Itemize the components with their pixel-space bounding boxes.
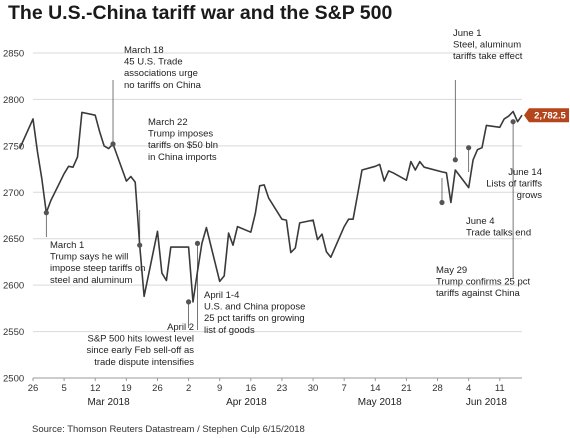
- x-tick-label: 28: [432, 383, 443, 394]
- x-tick-label: 26: [28, 383, 39, 394]
- x-tick-label: 14: [370, 383, 381, 394]
- x-tick-label: 4: [466, 383, 471, 394]
- x-tick-label: 26: [152, 383, 163, 394]
- event-marker: [439, 199, 445, 206]
- x-tick-label: 23: [277, 383, 288, 394]
- event-marker: [137, 242, 143, 248]
- x-tick-label: 30: [308, 383, 319, 394]
- x-tick-label: 2: [186, 383, 191, 394]
- x-tick-label: 19: [121, 383, 132, 394]
- annotation-line: Steel, aluminum: [453, 40, 521, 51]
- annotation-line: 45 U.S. Trade: [124, 57, 183, 68]
- annotation-line: June 14: [508, 167, 542, 178]
- last-value-badge: 2,782.5: [524, 108, 569, 123]
- annotation-line: 25 pct tariffs on growing: [204, 313, 305, 324]
- event-marker: [510, 119, 516, 125]
- x-tick-label: 21: [401, 383, 412, 394]
- annotation-line: April 2: [167, 322, 194, 333]
- annotation-line: steel and aluminum: [50, 275, 132, 286]
- annotation-line: S&P 500 hits lowest level: [88, 334, 195, 345]
- event-marker: [466, 145, 472, 151]
- annotation-line: June 4: [466, 216, 495, 227]
- y-tick-label: 2750: [3, 141, 24, 152]
- series-line: [18, 110, 523, 303]
- annotation-line: in China imports: [148, 152, 217, 163]
- annotation-line: list of goods: [204, 325, 255, 336]
- annotation-line: April 1-4: [204, 290, 239, 301]
- x-tick-label: 12: [90, 383, 101, 394]
- annotation-line: since early Feb sell-off as: [86, 345, 194, 356]
- event-marker: [194, 240, 201, 246]
- y-tick-label: 2550: [3, 327, 24, 338]
- y-axis-ticks: 2500 2550 2600 2650 2700 2750 2800 2850: [3, 49, 24, 385]
- annotation-line: Trump imposes: [148, 129, 213, 140]
- event-markers: [43, 119, 516, 305]
- y-tick-label: 2500: [3, 374, 24, 385]
- annotation-leaders: [45, 80, 514, 330]
- month-label: Apr 2018: [226, 397, 267, 408]
- last-value-label: 2,782.5: [534, 111, 566, 122]
- annotation-line: Trump confirms 25 pct: [436, 277, 531, 288]
- annotation-line: Trade talks end: [466, 228, 531, 239]
- annotation-line: grows: [517, 190, 543, 201]
- month-label: May 2018: [358, 397, 402, 408]
- y-tick-label: 2700: [3, 188, 24, 199]
- event-marker: [452, 157, 458, 163]
- y-tick-label: 2800: [3, 95, 24, 106]
- x-tick-label: 11: [495, 383, 505, 394]
- x-tick-label: 9: [217, 383, 222, 394]
- event-marker: [43, 210, 49, 216]
- annotation-line: impose steep tariffs on: [50, 263, 145, 274]
- source-note: Source: Thomson Reuters Datastream / Ste…: [32, 424, 305, 435]
- annotation-line: Trump says he will: [50, 252, 128, 263]
- annotation-line: May 29: [436, 265, 467, 276]
- month-label: Mar 2018: [87, 397, 130, 408]
- month-label: Jun 2018: [466, 397, 508, 408]
- y-tick-label: 2650: [3, 234, 24, 245]
- annotation-line: associations urge: [124, 68, 198, 79]
- grid-lines: [33, 52, 522, 379]
- annotation-line: no tariffs on China: [124, 80, 202, 91]
- chart-title: The U.S.-China tariff war and the S&P 50…: [8, 2, 393, 24]
- x-tick-label: 5: [61, 383, 66, 394]
- annotation-line: March 1: [50, 240, 84, 251]
- x-tick-label: 16: [246, 383, 257, 394]
- annotation-line: Lists of tariffs: [486, 179, 542, 190]
- annotation-line: June 1: [453, 28, 482, 39]
- annotation-line: March 22: [148, 117, 188, 128]
- annotation-line: U.S. and China propose: [204, 302, 305, 313]
- annotation-line: March 18: [124, 45, 164, 56]
- y-tick-label: 2850: [3, 49, 24, 60]
- event-marker: [110, 141, 116, 147]
- event-marker: [185, 299, 192, 305]
- last-value-badge-shape: [524, 108, 569, 123]
- annotation-line: tariffs take effect: [453, 51, 523, 62]
- annotation-line: trade dispute intensifies: [94, 357, 194, 368]
- annotation-line: tariffs against China: [436, 288, 521, 299]
- x-tick-label: 7: [342, 383, 347, 394]
- x-axis-ticks: 26 5 12 19 26 2 9 16 23 30 7 14 21 28 4 11: [28, 378, 505, 394]
- y-tick-label: 2600: [3, 281, 24, 292]
- month-labels: Mar 2018 Apr 2018 May 2018 Jun 2018: [87, 397, 507, 408]
- annotation-line: tariffs on $50 bln: [148, 140, 218, 151]
